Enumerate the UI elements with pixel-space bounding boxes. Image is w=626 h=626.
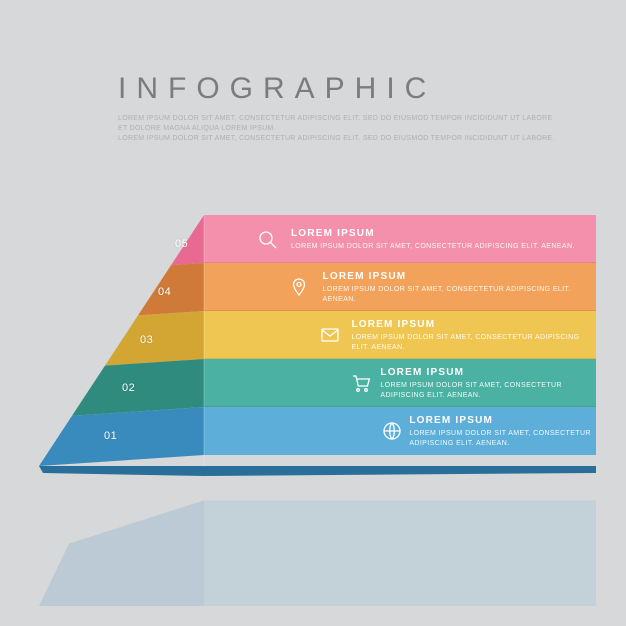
info-desc: LOREM IPSUM DOLOR SIT AMET, CONSECTETUR …	[323, 285, 596, 304]
info-title: LOREM IPSUM	[351, 318, 596, 332]
info-text-04: LOREM IPSUM LOREM IPSUM DOLOR SIT AMET, …	[319, 270, 596, 304]
info-bar-01: LOREM IPSUM LOREM IPSUM DOLOR SIT AMET, …	[204, 407, 596, 455]
mail-icon	[313, 325, 347, 345]
info-bar-05: LOREM IPSUM LOREM IPSUM DOLOR SIT AMET, …	[204, 215, 596, 263]
layer-number-04: 04	[158, 286, 171, 298]
layer-number-02: 02	[122, 382, 135, 394]
info-desc: LOREM IPSUM DOLOR SIT AMET, CONSECTETUR …	[409, 429, 596, 448]
pin-icon	[280, 277, 319, 297]
reflection	[30, 466, 596, 606]
header: INFOGRAPHIC LOREM IPSUM DOLOR SIT AMET, …	[118, 72, 566, 143]
info-desc: LOREM IPSUM DOLOR SIT AMET, CONSECTETUR …	[380, 381, 596, 400]
layer-number-03: 03	[140, 334, 153, 346]
layer-number-01: 01	[104, 430, 117, 442]
globe-icon	[379, 421, 405, 441]
subtitle-line-1: LOREM IPSUM DOLOR SIT AMET, CONSECTETUR …	[118, 114, 558, 134]
cart-icon	[346, 373, 376, 393]
info-title: LOREM IPSUM	[323, 270, 596, 284]
page-subtitle: LOREM IPSUM DOLOR SIT AMET, CONSECTETUR …	[118, 114, 558, 143]
info-bar-04: LOREM IPSUM LOREM IPSUM DOLOR SIT AMET, …	[204, 263, 596, 311]
info-bar-02: LOREM IPSUM LOREM IPSUM DOLOR SIT AMET, …	[204, 359, 596, 407]
info-desc: LOREM IPSUM DOLOR SIT AMET, CONSECTETUR …	[291, 242, 575, 251]
info-title: LOREM IPSUM	[380, 366, 596, 380]
info-bar-03: LOREM IPSUM LOREM IPSUM DOLOR SIT AMET, …	[204, 311, 596, 359]
page-title: INFOGRAPHIC	[118, 72, 566, 106]
info-title: LOREM IPSUM	[409, 414, 596, 428]
subtitle-line-2: LOREM IPSUM DOLOR SIT AMET, CONSECTETUR …	[118, 134, 558, 144]
info-text-03: LOREM IPSUM LOREM IPSUM DOLOR SIT AMET, …	[347, 318, 596, 352]
magnifier-icon	[247, 229, 287, 249]
info-text-05: LOREM IPSUM LOREM IPSUM DOLOR SIT AMET, …	[287, 227, 575, 252]
info-title: LOREM IPSUM	[291, 227, 575, 241]
info-text-02: LOREM IPSUM LOREM IPSUM DOLOR SIT AMET, …	[376, 366, 596, 400]
layer-number-05: 05	[175, 238, 188, 250]
info-text-01: LOREM IPSUM LOREM IPSUM DOLOR SIT AMET, …	[405, 414, 596, 448]
info-desc: LOREM IPSUM DOLOR SIT AMET, CONSECTETUR …	[351, 333, 596, 352]
